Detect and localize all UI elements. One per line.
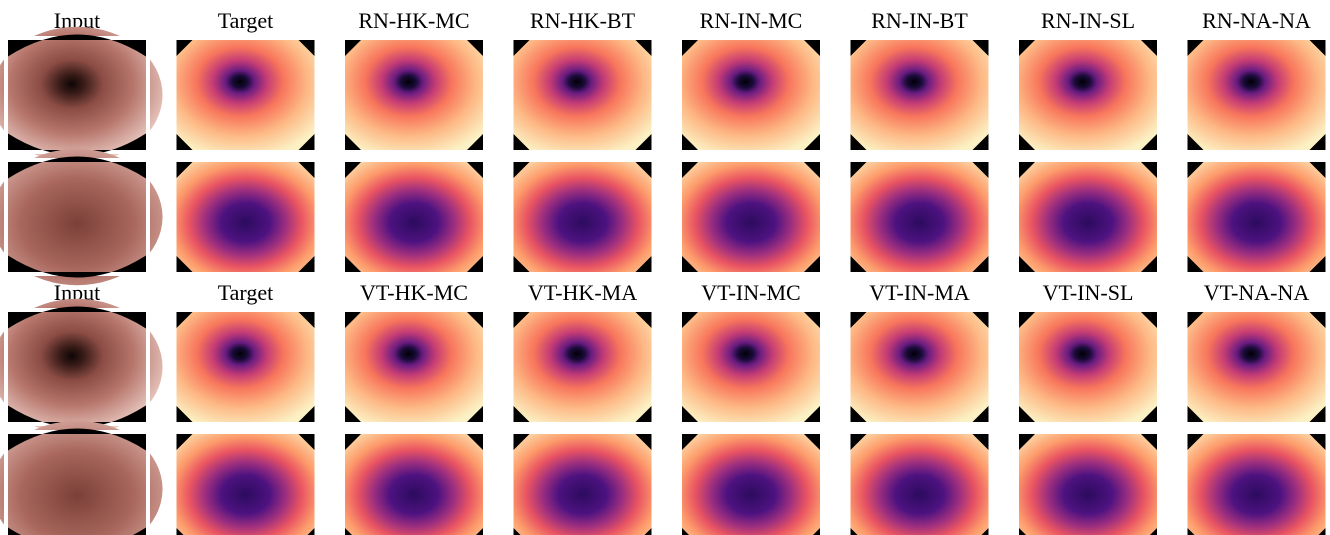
column-label: Target <box>218 280 273 305</box>
depth-map <box>682 434 820 535</box>
column-label: VT-HK-MC <box>360 280 468 305</box>
column-label: Target <box>218 8 273 33</box>
depth-map <box>345 162 483 272</box>
corner-mask <box>8 306 146 428</box>
depth-map <box>1187 162 1326 272</box>
depth-map <box>1187 312 1326 422</box>
corner-mask <box>8 34 146 156</box>
column-label: VT-IN-SL <box>1043 280 1134 305</box>
depth-map <box>176 434 315 535</box>
column-label: RN-HK-BT <box>530 8 636 33</box>
column-label: VT-NA-NA <box>1204 280 1310 305</box>
depth-map <box>850 162 989 272</box>
column-label: RN-IN-SL <box>1041 8 1135 33</box>
column-label: RN-HK-MC <box>358 8 469 33</box>
depth-map <box>850 40 989 150</box>
depth-map <box>682 162 820 272</box>
depth-map <box>176 162 315 272</box>
depth-map <box>345 434 483 535</box>
depth-map <box>850 434 989 535</box>
depth-map <box>345 312 483 422</box>
depth-map <box>1019 434 1157 535</box>
depth-map <box>513 162 652 272</box>
depth-map <box>176 40 315 150</box>
depth-map <box>513 40 652 150</box>
depth-map <box>682 312 820 422</box>
input-image <box>0 148 163 286</box>
depth-map <box>1187 40 1326 150</box>
column-label: RN-NA-NA <box>1202 8 1311 33</box>
column-label: RN-IN-MC <box>700 8 803 33</box>
depth-map <box>1019 312 1157 422</box>
column-label: VT-IN-MA <box>869 280 970 305</box>
depth-map <box>1019 162 1157 272</box>
depth-map <box>513 312 652 422</box>
input-image <box>0 26 163 164</box>
depth-map <box>513 434 652 535</box>
depth-map <box>176 312 315 422</box>
corner-mask <box>8 428 146 535</box>
depth-map <box>682 40 820 150</box>
column-label: RN-IN-BT <box>871 8 968 33</box>
input-image <box>0 298 163 436</box>
depth-map <box>1019 40 1157 150</box>
column-label: VT-HK-MA <box>528 280 637 305</box>
depth-map <box>850 312 989 422</box>
depth-map <box>1187 434 1326 535</box>
corner-mask <box>8 156 146 278</box>
depth-map <box>345 40 483 150</box>
column-label: VT-IN-MC <box>701 280 800 305</box>
input-image <box>0 420 163 535</box>
